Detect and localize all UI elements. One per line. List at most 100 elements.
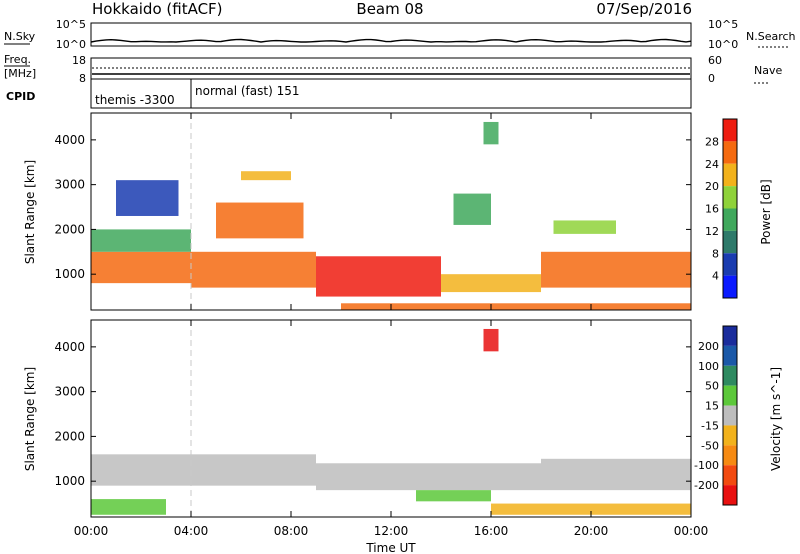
- date-title: 07/Sep/2016: [596, 0, 692, 18]
- power-echo-region: [483, 121, 499, 145]
- nsky-tick-bottom: 10^0: [56, 38, 86, 51]
- velocity-colorbar-tick: 50: [705, 380, 719, 393]
- cpid-segment-label: themis -3300: [95, 93, 175, 107]
- cpid-label: CPID: [6, 90, 35, 103]
- power-echo-region: [541, 251, 691, 288]
- velocity-ytick-label: 4000: [54, 340, 85, 354]
- velocity-colorbar-tick: 200: [698, 340, 719, 353]
- power-echo-region: [441, 274, 541, 293]
- time-tick-label: 04:00: [174, 524, 209, 538]
- velocity-panel: 1000 2000 3000 4000 Slant Range [km] 200 100…: [23, 319, 783, 518]
- beam-title: Beam 08: [356, 0, 423, 18]
- power-ytick-label: 3000: [54, 178, 85, 192]
- time-tick-label: 08:00: [274, 524, 309, 538]
- time-tick-label: 20:00: [574, 524, 609, 538]
- velocity-colorbar-bin: [723, 425, 737, 446]
- nave-tick-bottom: 0: [708, 72, 715, 85]
- time-axis: 00:00 04:00 08:00 12:00 16:00 20:00 00:00: [74, 113, 709, 538]
- velocity-colorbar-bin: [723, 345, 737, 366]
- freq-tick-top: 18: [72, 54, 86, 67]
- noise-trace: [90, 38, 692, 43]
- freq-panel: Freq. [MHz] 18 8 60 0 Nave: [4, 53, 782, 85]
- power-colorbar-tick: 12: [705, 225, 719, 238]
- time-tick-label: 16:00: [474, 524, 509, 538]
- nsky-tick-top: 10^5: [56, 18, 86, 31]
- cpid-segment-label: normal (fast) 151: [195, 84, 299, 98]
- velocity-colorbar-bin: [723, 445, 737, 466]
- power-colorbar-bin: [723, 119, 737, 142]
- velocity-ytick-label: 2000: [54, 429, 85, 443]
- power-ylabel: Slant Range [km]: [23, 160, 37, 264]
- power-colorbar-bin: [723, 275, 737, 298]
- power-colorbar-tick: 20: [705, 180, 719, 193]
- velocity-colorbar-tick: -15: [701, 419, 719, 432]
- velocity-echo-region: [541, 458, 691, 491]
- power-echo-region: [116, 180, 179, 216]
- velocity-ytick-label: 3000: [54, 385, 85, 399]
- velocity-colorbar-frame: [722, 325, 738, 506]
- time-tick-label: 00:00: [74, 524, 109, 538]
- power-colorbar-tick: 8: [712, 247, 719, 260]
- freq-label: Freq.: [4, 53, 31, 66]
- power-colorbar-frame: [722, 118, 738, 299]
- nsearch-label: N.Search: [746, 30, 796, 43]
- velocity-colorbar-label: Velocity [m s^-1]: [769, 367, 783, 471]
- velocity-echo-region: [483, 328, 499, 352]
- nsky-label: N.Sky: [4, 30, 36, 43]
- velocity-echo-region: [91, 454, 316, 486]
- station-title: Hokkaido (fitACF): [92, 0, 223, 18]
- power-colorbar-label: Power [dB]: [759, 179, 773, 244]
- velocity-echo-region: [91, 499, 166, 515]
- velocity-colorbar-tick: -100: [694, 459, 719, 472]
- power-ytick-label: 2000: [54, 222, 85, 236]
- velocity-ytick-label: 1000: [54, 474, 85, 488]
- cpid-strip: CPID themis -3300 normal (fast) 151: [6, 78, 692, 109]
- time-tick-label: 12:00: [374, 524, 409, 538]
- power-colorbar-tick: 4: [712, 270, 719, 283]
- power-colorbar-bin: [723, 186, 737, 209]
- power-colorbar-tick: 16: [705, 203, 719, 216]
- velocity-echo-region: [491, 503, 691, 515]
- power-echo-region: [341, 303, 691, 310]
- power-colorbar-bin: [723, 253, 737, 276]
- power-echo-region: [316, 256, 441, 297]
- power-echo-region: [453, 193, 491, 225]
- velocity-colorbar-bin: [723, 465, 737, 486]
- nsearch-tick-top: 10^5: [708, 18, 738, 31]
- power-ytick-label: 4000: [54, 133, 85, 147]
- power-echo-region: [553, 220, 616, 234]
- velocity-echo-region: [316, 463, 541, 491]
- nave-tick-top: 60: [708, 54, 722, 67]
- velocity-colorbar-tick: -50: [701, 439, 719, 452]
- time-tick-label: 00:00: [674, 524, 709, 538]
- velocity-colorbar-tick: -200: [694, 479, 719, 492]
- velocity-colorbar-bin: [723, 365, 737, 386]
- velocity-ylabel: Slant Range [km]: [23, 367, 37, 471]
- freq-unit: [MHz]: [4, 67, 36, 80]
- velocity-colorbar-bin: [723, 326, 737, 346]
- power-echo-region: [91, 251, 191, 284]
- velocity-colorbar-bin: [723, 385, 737, 406]
- power-echo-region: [191, 251, 316, 288]
- power-echo-region: [216, 202, 304, 239]
- power-echo-region: [91, 229, 191, 252]
- power-colorbar-bin: [723, 163, 737, 187]
- power-ytick-label: 1000: [54, 267, 85, 281]
- power-echo-region: [241, 171, 291, 181]
- velocity-colorbar-bin: [723, 485, 737, 505]
- power-colorbar-tick: 28: [705, 135, 719, 148]
- freq-tick-bottom: 8: [79, 72, 86, 85]
- noise-panel: N.Sky 10^5 10^0 10^5 10^0 N.Search: [4, 18, 796, 51]
- power-colorbar-tick: 24: [705, 158, 719, 171]
- power-colorbar-bin: [723, 230, 737, 254]
- velocity-colorbar-bin: [723, 405, 737, 426]
- time-axis-label: Time UT: [365, 541, 416, 554]
- power-panel: 1000 2000 3000 4000 Slant Range [km] 4 8 12 16…: [23, 112, 773, 311]
- velocity-echo-region: [416, 490, 491, 502]
- velocity-colorbar-tick: 15: [705, 400, 719, 413]
- nsearch-tick-bottom: 10^0: [708, 38, 738, 51]
- power-colorbar-bin: [723, 208, 737, 231]
- nave-label: Nave: [754, 64, 782, 77]
- velocity-colorbar-tick: 100: [698, 360, 719, 373]
